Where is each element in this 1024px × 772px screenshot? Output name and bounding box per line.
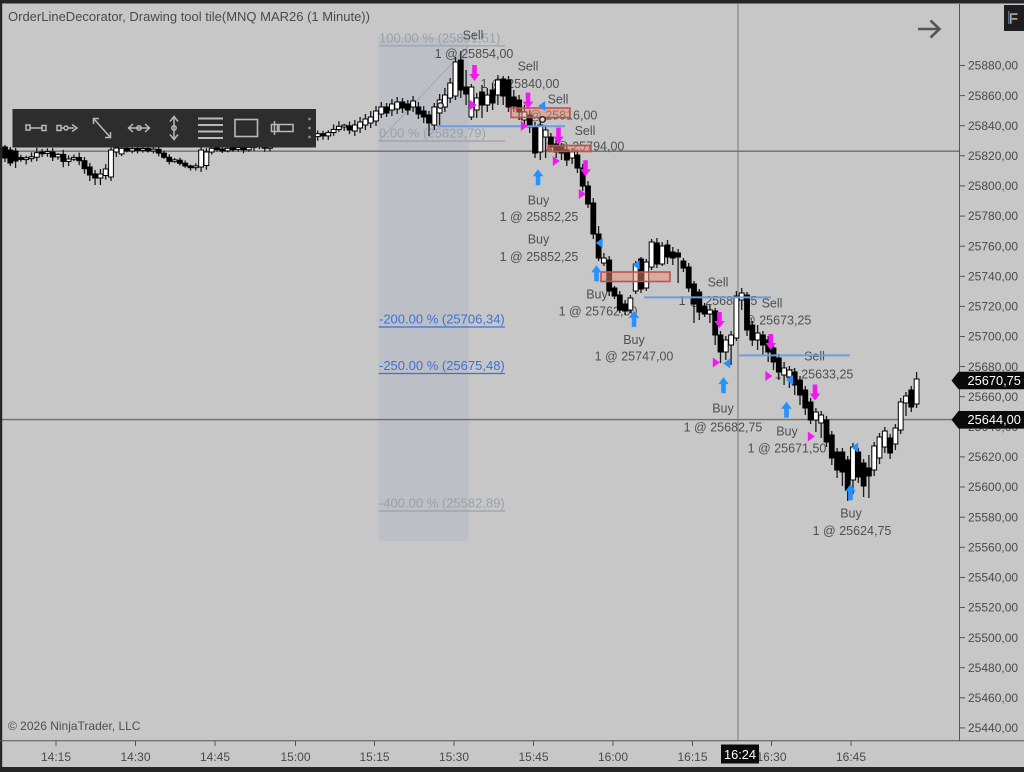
svg-text:1 @ 25671,50: 1 @ 25671,50	[748, 441, 827, 455]
svg-text:25840,00: 25840,00	[968, 119, 1018, 133]
svg-text:25880,00: 25880,00	[968, 59, 1018, 73]
svg-text:Buy: Buy	[623, 333, 645, 347]
svg-text:-200.00 % (25706,34): -200.00 % (25706,34)	[379, 312, 505, 327]
svg-text:25660,00: 25660,00	[968, 390, 1018, 404]
svg-text:Buy: Buy	[840, 507, 862, 521]
svg-text:0.00 % (25829,79): 0.00 % (25829,79)	[379, 126, 486, 141]
svg-text:25644,00: 25644,00	[968, 412, 1021, 427]
svg-text:25520,00: 25520,00	[968, 601, 1018, 615]
svg-text:1 @ 25852,25: 1 @ 25852,25	[500, 250, 579, 264]
svg-text:OrderLineDecorator, Drawing to: OrderLineDecorator, Drawing tool tile(MN…	[8, 9, 370, 24]
svg-text:25820,00: 25820,00	[968, 149, 1018, 163]
svg-text:Buy: Buy	[712, 401, 734, 415]
svg-text:Buy: Buy	[586, 288, 608, 302]
svg-text:25580,00: 25580,00	[968, 510, 1018, 524]
svg-text:Buy: Buy	[528, 194, 550, 208]
svg-text:25780,00: 25780,00	[968, 209, 1018, 223]
svg-text:100.00 % (25891,51): 100.00 % (25891,51)	[379, 30, 500, 45]
svg-text:1 @ 25682,75: 1 @ 25682,75	[684, 421, 763, 435]
svg-text:Buy: Buy	[528, 233, 550, 247]
svg-text:25670,75: 25670,75	[968, 373, 1021, 388]
svg-text:25720,00: 25720,00	[968, 300, 1018, 314]
svg-text:Sell: Sell	[708, 276, 729, 290]
svg-text:15:15: 15:15	[359, 750, 389, 764]
svg-text:Sell: Sell	[762, 297, 783, 311]
svg-text:25560,00: 25560,00	[968, 541, 1018, 555]
svg-text:16:15: 16:15	[677, 750, 707, 764]
svg-text:F: F	[1009, 11, 1018, 28]
svg-text:16:24: 16:24	[724, 747, 756, 762]
svg-text:16:45: 16:45	[836, 750, 866, 764]
svg-text:© 2026 NinjaTrader, LLC: © 2026 NinjaTrader, LLC	[8, 719, 141, 733]
svg-text:Sell: Sell	[575, 124, 596, 138]
svg-text:15:30: 15:30	[439, 750, 469, 764]
svg-text:15:00: 15:00	[280, 750, 310, 764]
svg-text:Buy: Buy	[776, 425, 798, 439]
svg-text:Sell: Sell	[463, 29, 484, 43]
svg-text:14:45: 14:45	[200, 750, 230, 764]
svg-text:25460,00: 25460,00	[968, 691, 1018, 705]
svg-text:25680,00: 25680,00	[968, 360, 1018, 374]
svg-text:Sell: Sell	[518, 60, 539, 74]
svg-text:25700,00: 25700,00	[968, 330, 1018, 344]
svg-text:25540,00: 25540,00	[968, 571, 1018, 585]
svg-text:Sell: Sell	[548, 93, 569, 107]
svg-text:25440,00: 25440,00	[968, 721, 1018, 735]
svg-text:16:00: 16:00	[598, 750, 628, 764]
svg-text:1 @ 25852,25: 1 @ 25852,25	[500, 210, 579, 224]
svg-text:15:45: 15:45	[518, 750, 548, 764]
svg-text:25620,00: 25620,00	[968, 450, 1018, 464]
svg-text:16:30: 16:30	[756, 750, 786, 764]
svg-text:14:15: 14:15	[41, 750, 71, 764]
svg-text:25740,00: 25740,00	[968, 270, 1018, 284]
svg-text:14:30: 14:30	[120, 750, 150, 764]
svg-text:Sell: Sell	[804, 350, 825, 364]
svg-text:25600,00: 25600,00	[968, 480, 1018, 494]
svg-text:1 @ 25747,00: 1 @ 25747,00	[595, 350, 674, 364]
svg-text:1 @ 25624,75: 1 @ 25624,75	[813, 524, 892, 538]
svg-text:1 @ 25854,00: 1 @ 25854,00	[435, 47, 514, 61]
svg-text:25800,00: 25800,00	[968, 179, 1018, 193]
svg-text:25760,00: 25760,00	[968, 239, 1018, 253]
svg-text:-400.00 % (25582,89): -400.00 % (25582,89)	[379, 496, 505, 511]
svg-text:25860,00: 25860,00	[968, 89, 1018, 103]
svg-text:25500,00: 25500,00	[968, 631, 1018, 645]
svg-text:25480,00: 25480,00	[968, 661, 1018, 675]
svg-text:-250.00 % (25675,48): -250.00 % (25675,48)	[379, 358, 505, 373]
